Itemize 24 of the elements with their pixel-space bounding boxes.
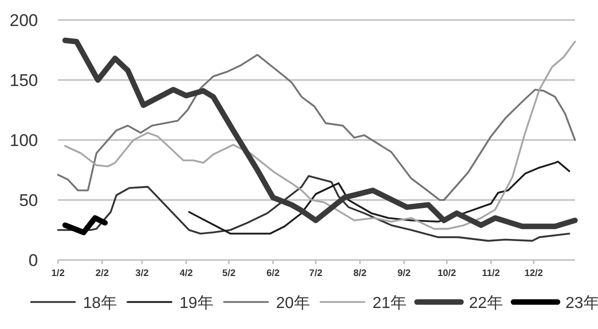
x-tick-label: 1/2 [51,268,65,279]
y-tick-label: 50 [19,191,38,210]
legend-label: 18年 [83,295,117,312]
y-tick-label: 200 [10,11,38,30]
x-tick-label: 3/2 [135,268,149,279]
line-series [188,160,570,234]
legend-label: 21年 [372,295,406,312]
x-tick-label: 8/2 [353,268,367,279]
x-tick-label: 11/2 [482,268,500,279]
legend-label: 20年 [276,295,310,312]
x-tick-label: 12/2 [524,268,543,279]
legend-label: 19年 [180,295,214,312]
x-tick-label: 6/2 [266,268,280,279]
y-tick-label: 100 [10,131,38,150]
x-tick-label: 7/2 [309,268,322,279]
x-tick-label: 5/2 [222,268,236,279]
x-tick-label: 10/2 [438,268,456,279]
legend-label: 22年 [469,295,503,312]
x-tick-label: 2/2 [96,268,109,279]
y-tick-label: 0 [28,251,38,270]
x-tick-label: 9/2 [397,268,411,279]
y-tick-label: 150 [10,71,38,90]
x-tick-label: 4/2 [180,268,193,279]
line-series [57,54,576,201]
